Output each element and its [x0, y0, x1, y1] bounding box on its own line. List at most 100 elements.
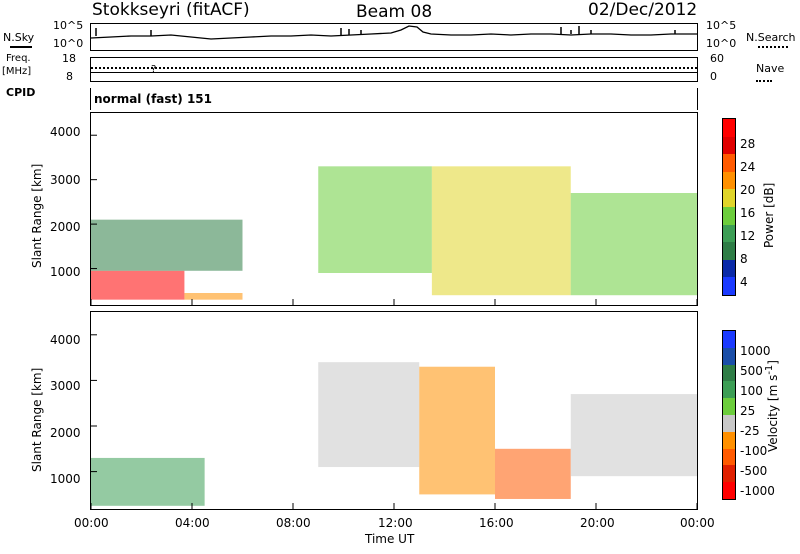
power-colorbar	[722, 118, 736, 296]
velocity-cb-0	[723, 331, 735, 348]
velocity-region-1	[318, 362, 420, 468]
power-cb-tick-16: 16	[740, 206, 756, 220]
power-ytick-2000: 2000	[50, 220, 81, 234]
xtick-6: 00:00	[680, 516, 715, 530]
cpid-label: CPID	[6, 86, 36, 99]
freq-label-line1: Freq.	[6, 53, 31, 64]
velocity-cb-tick-neg500: -500	[740, 464, 768, 478]
velocity-cb-4	[723, 398, 735, 415]
nave-label: Nave	[756, 62, 785, 75]
xtick-1: 04:00	[175, 516, 210, 530]
power-cb-tick-20: 20	[740, 183, 756, 197]
noise-sky-line	[90, 25, 697, 40]
power-ylabel: Slant Range [km]	[30, 163, 44, 268]
noise-spikes	[95, 26, 676, 36]
xtick-3: 12:00	[378, 516, 413, 530]
beam-title: Beam 08	[356, 2, 433, 22]
power-cb-7	[723, 242, 735, 260]
velocity-ytick-2000: 2000	[50, 426, 81, 440]
xtick-0: 00:00	[74, 516, 109, 530]
nave-dotted-line	[91, 67, 697, 69]
freq-line	[91, 72, 697, 73]
velocity-cb-tick-1000: 1000	[740, 344, 771, 358]
velocity-ytick-1000: 1000	[50, 472, 81, 486]
velocity-colorbar	[722, 330, 736, 500]
noise-right-top-tick: 10^5	[706, 19, 737, 32]
velocity-cb-tick-100: 100	[740, 384, 763, 398]
power-cb-2	[723, 154, 735, 172]
power-cb-4	[723, 189, 735, 207]
velocity-cb-5	[723, 415, 735, 432]
velocity-ytick-4000: 4000	[50, 333, 81, 347]
noise-left-top-tick: 10^5	[53, 19, 84, 32]
nsearch-dotted-line	[758, 46, 788, 48]
power-region-3	[318, 166, 432, 273]
velocity-cb-tick-neg25: -25	[740, 424, 760, 438]
freq-right-top-tick: 60	[710, 52, 724, 65]
nsky-underline	[10, 46, 32, 48]
power-ytick-3000: 3000	[50, 173, 81, 187]
power-region-1	[184, 293, 243, 300]
power-cb-label: Power [dB]	[762, 182, 776, 248]
power-cb-tick-4: 4	[740, 275, 748, 289]
power-cb-1	[723, 136, 735, 155]
power-cb-tick-8: 8	[740, 252, 748, 266]
cpid-box	[90, 88, 698, 110]
velocity-heatmap	[90, 334, 698, 509]
cpid-value: normal (fast) 151	[94, 92, 212, 106]
velocity-cb-label: Velocity [m s-1]	[764, 360, 780, 452]
freq-panel: ?	[90, 57, 698, 82]
power-cb-tick-28: 28	[740, 137, 756, 151]
power-plot-area	[90, 112, 698, 306]
power-region-4	[431, 166, 571, 296]
velocity-cb-3	[723, 381, 735, 399]
noise-left-bottom-tick: 10^0	[53, 37, 84, 50]
xtick-2: 08:00	[276, 516, 311, 530]
power-cb-8	[723, 259, 735, 278]
nsearch-label: N.Search	[746, 31, 796, 44]
velocity-cb-tick-500: 500	[740, 364, 763, 378]
velocity-ytick-3000: 3000	[50, 379, 81, 393]
power-ytick-4000: 4000	[50, 125, 81, 139]
power-cb-5	[723, 207, 735, 225]
velocity-region-0	[91, 457, 205, 506]
nsky-label: N.Sky	[3, 31, 35, 44]
power-cb-tick-12: 12	[740, 229, 756, 243]
velocity-region-3	[495, 448, 571, 499]
freq-left-top-tick: 18	[62, 52, 76, 65]
xtick-5: 20:00	[580, 516, 615, 530]
noise-trace	[90, 25, 697, 40]
power-cb-9	[723, 277, 735, 295]
freq-right-bottom-tick: 0	[710, 70, 717, 83]
velocity-cb-tick-25: 25	[740, 404, 756, 418]
velocity-cb-8	[723, 465, 735, 483]
noise-right-bottom-tick: 10^0	[706, 37, 737, 50]
power-region-2	[91, 219, 243, 271]
velocity-cb-6	[723, 431, 735, 449]
velocity-region-2	[419, 366, 495, 495]
velocity-cb-tick-neg1000: -1000	[740, 484, 775, 498]
velocity-ylabel: Slant Range [km]	[30, 367, 44, 472]
velocity-cb-9	[723, 482, 735, 499]
xtick-4: 16:00	[479, 516, 514, 530]
power-cb-6	[723, 224, 735, 243]
velocity-plot-area	[90, 311, 698, 510]
velocity-cb-tick-neg100: -100	[740, 444, 768, 458]
freq-left-bottom-tick: 8	[66, 70, 73, 83]
freq-blip: ?	[151, 64, 157, 75]
date-title: 02/Dec/2012	[588, 0, 698, 20]
velocity-cb-2	[723, 364, 735, 382]
nave-legend-dotted	[756, 80, 772, 82]
power-cb-0	[723, 119, 735, 137]
power-heatmap	[90, 134, 698, 305]
freq-label-line2: [MHz]	[2, 66, 32, 77]
velocity-cb-7	[723, 448, 735, 466]
power-ytick-1000: 1000	[50, 265, 81, 279]
station-title: Stokkseyri (fitACF)	[92, 0, 250, 20]
power-region-5	[570, 193, 697, 296]
power-cb-tick-24: 24	[740, 160, 756, 174]
power-cb-3	[723, 171, 735, 190]
xlabel: Time UT	[365, 532, 415, 546]
velocity-cb-1	[723, 347, 735, 365]
noise-panel	[90, 23, 698, 51]
